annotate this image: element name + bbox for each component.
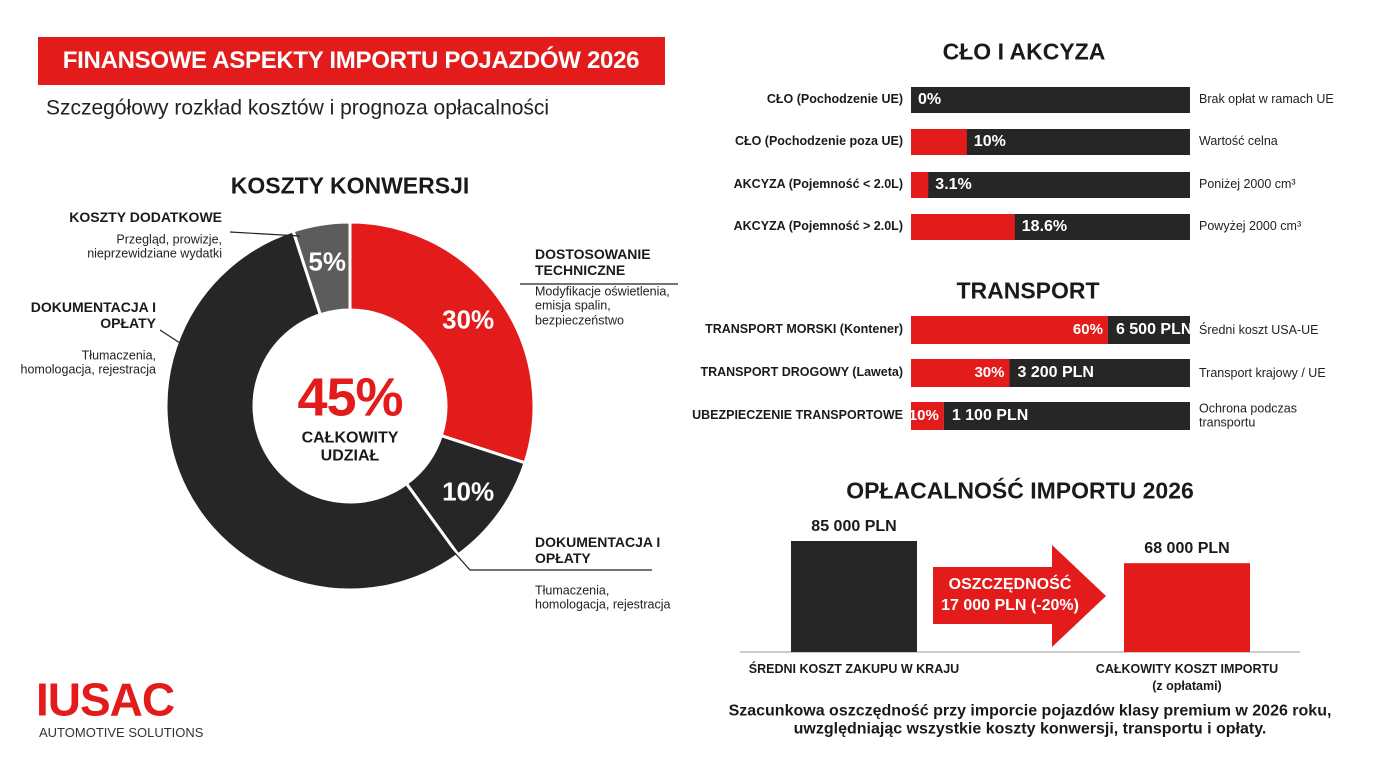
value-label: 10% <box>908 406 939 424</box>
donut-segment <box>348 220 536 465</box>
bar <box>911 214 1015 240</box>
bar <box>911 129 967 155</box>
value-label: 18.6% <box>1021 218 1068 236</box>
segment-name: DOKUMENTACJA I OPŁATY <box>535 533 661 566</box>
segment-name: DOKUMENTACJA I OPŁATY <box>30 298 156 331</box>
value-label: 0% <box>918 91 942 109</box>
note: Poniżej 2000 cm³ <box>1199 177 1296 192</box>
category-label: TRANSPORT MORSKI (Kontener) <box>705 322 903 337</box>
amount-label: 1 100 PLN <box>951 407 1029 425</box>
bar <box>911 316 1108 344</box>
amount-label: 3 200 PLN <box>1017 364 1094 382</box>
value-label: 3.1% <box>935 176 972 194</box>
bar-track <box>911 172 1190 198</box>
leader-line <box>404 496 652 571</box>
donut-segment <box>164 229 461 592</box>
footnote: Szacunkowa oszczędność przy imporcie poj… <box>728 702 1332 738</box>
segment-label: 5% <box>308 246 346 277</box>
chart-title: CŁO I AKCYZA <box>942 38 1106 65</box>
segment-label: 10% <box>442 476 495 507</box>
note: Transport krajowy / UE <box>1199 365 1326 380</box>
category-label: AKCYZA (Pojemność < 2.0L) <box>733 177 903 192</box>
bar-track <box>911 87 1190 113</box>
category-label: ŚREDNI KOSZT ZAKUPU W KRAJU <box>748 662 960 677</box>
leader-line <box>229 231 301 237</box>
bar <box>1124 563 1250 652</box>
chart-title: OPŁACALNOŚĆ IMPORTU 2026 <box>846 477 1194 504</box>
segment-label: 30% <box>442 304 495 335</box>
subtitle: Szczegółowy rozkład kosztów i prognoza o… <box>46 96 550 120</box>
logo-tagline: AUTOMOTIVE SOLUTIONS <box>39 724 204 740</box>
annotation-title: OSZCZĘDNOŚĆ <box>948 576 1072 594</box>
note: Ochrona podczas transportu <box>1199 401 1297 430</box>
title-banner <box>38 37 665 85</box>
value-label: 60% <box>1072 320 1103 338</box>
value-label: 85 000 PLN <box>811 518 897 536</box>
segment-name: KOSZTY DODATKOWE <box>69 208 222 225</box>
category-sublabel: (z opłatami) <box>1152 679 1222 694</box>
segment-description: Modyfikacje oświetlenia, emisja spalin, … <box>535 284 670 328</box>
amount-label: 6 500 PLN <box>1115 321 1193 339</box>
chart-title: KOSZTY KONWERSJI <box>230 172 470 199</box>
bar <box>911 172 929 198</box>
amount-bar <box>1107 316 1190 344</box>
segment-description: Przegląd, prowizje, nieprzewidziane wyda… <box>87 232 222 261</box>
annotation-text: 17 000 PLN (-20%) <box>941 597 1079 615</box>
value-label: 68 000 PLN <box>1144 540 1230 558</box>
savings-arrow <box>933 545 1106 647</box>
main-title: FINANSOWE ASPEKTY IMPORTU POJAZDÓW 2026 <box>62 46 640 74</box>
bar <box>791 540 917 652</box>
logo-name: IUSAC <box>36 673 175 726</box>
note: Powyżej 2000 cm³ <box>1199 219 1302 234</box>
segment-description: Tłumaczenia, homologacja, rejestracja <box>535 583 671 612</box>
segment-description: Tłumaczenia, homologacja, rejestracja <box>20 348 157 377</box>
value-label: 10% <box>973 133 1006 151</box>
note: Wartość celna <box>1199 134 1278 149</box>
category-label: CŁO (Pochodzenie UE) <box>766 92 903 107</box>
bar <box>911 359 1010 387</box>
category-label: TRANSPORT DROGOWY (Laweta) <box>700 365 903 380</box>
category-label: CŁO (Pochodzenie poza UE) <box>734 134 903 149</box>
value-label: 30% <box>974 363 1005 381</box>
category-label: UBEZPIECZENIE TRANSPORTOWE <box>692 408 903 423</box>
bar <box>911 402 944 430</box>
donut-segment <box>291 220 352 317</box>
category-label: AKCYZA (Pojemność > 2.0L) <box>733 219 903 234</box>
leader-line <box>159 329 184 346</box>
amount-bar <box>1009 359 1190 387</box>
category-label: CAŁKOWITY KOSZT IMPORTU <box>1095 662 1279 677</box>
center-value: 45% <box>297 367 403 428</box>
segment-name: DOSTOSOWANIE TECHNICZNE <box>535 245 651 278</box>
chart-title: TRANSPORT <box>956 277 1100 304</box>
note: Brak opłat w ramach UE <box>1199 92 1334 107</box>
center-text: CAŁKOWITY UDZIAŁ <box>301 429 399 465</box>
amount-bar <box>943 402 1190 430</box>
note: Średni koszt USA-UE <box>1199 322 1319 337</box>
